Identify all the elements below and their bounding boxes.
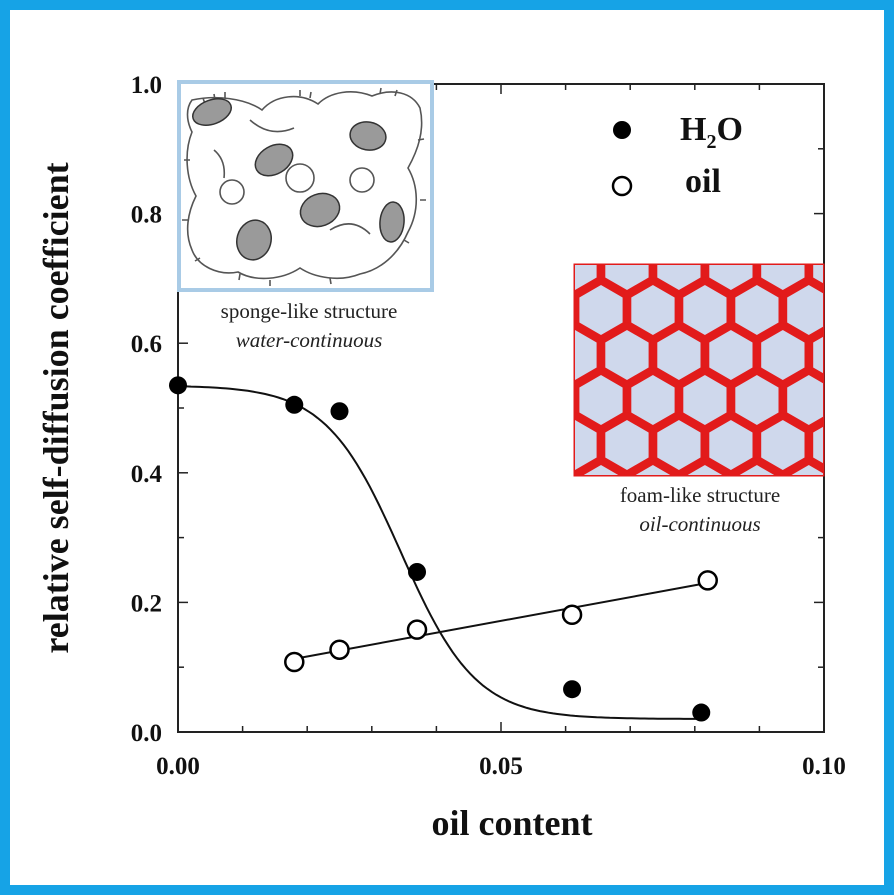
sponge-tubes: [192, 98, 405, 261]
oil-point: [697, 570, 718, 591]
y-tick-label: 0.2: [131, 590, 162, 617]
y-tick-label: 0.6: [131, 331, 162, 358]
y-tick-label: 0.0: [131, 720, 162, 747]
legend-h2o-o: O: [716, 111, 742, 148]
legend-marker-filled: [613, 121, 631, 139]
h2o-point: [285, 395, 304, 414]
foam-cell: [624, 457, 682, 475]
foam-cell: [836, 281, 886, 339]
fit-curves: [177, 385, 708, 720]
foam-cell: [498, 416, 548, 474]
x-axis-label: oil content: [432, 803, 593, 843]
x-tick-label: 0.00: [156, 753, 200, 780]
y-tick-label: 1.0: [131, 72, 162, 99]
foam-cell: [498, 326, 548, 384]
foam-cell: [732, 191, 782, 249]
foam-cell: [676, 457, 734, 475]
sponge-caption-line2: water-continuous: [236, 328, 383, 352]
oil-point: [329, 639, 350, 660]
foam-cell: [575, 457, 630, 475]
foam-structure-inset: [498, 191, 886, 519]
data-points: [169, 376, 718, 722]
foam-cell: [576, 191, 626, 249]
y-tick-label: 0.8: [131, 202, 162, 229]
foam-cells: [498, 191, 886, 519]
oil-point: [406, 619, 428, 640]
foam-cell: [780, 457, 823, 475]
h2o-point: [408, 562, 427, 581]
foam-cell: [836, 371, 886, 429]
h2o-point: [563, 680, 582, 699]
sponge-caption-line1: sponge-like structure: [221, 299, 398, 323]
ticks: 0.00 0.05 0.10 0.0 0.2 0.4 0.6 0.8 1.0: [131, 72, 846, 780]
y-tick-label: 0.4: [131, 461, 163, 488]
h2o-point: [692, 703, 711, 722]
legend-label-oil: oil: [685, 163, 721, 200]
legend-marker-open: [611, 175, 633, 197]
foam-cell: [836, 191, 886, 249]
legend-h2o-h: H: [680, 111, 706, 148]
foam-cell: [575, 291, 578, 329]
legend: H2O oil: [611, 111, 743, 200]
oil-point: [284, 651, 305, 673]
x-tick-label: 0.05: [479, 753, 523, 780]
oil-point: [561, 604, 583, 625]
sponge-drawing: [182, 87, 426, 286]
foam-cell: [836, 461, 886, 519]
foam-cell: [498, 236, 548, 294]
foam-cell: [575, 471, 578, 475]
h2o-point: [330, 402, 349, 421]
foam-cell: [628, 191, 678, 249]
foam-cell: [784, 191, 834, 249]
foam-cell: [575, 381, 578, 419]
foam-caption-line2: oil-continuous: [639, 512, 760, 536]
foam-cell: [524, 191, 574, 249]
x-tick-label: 0.10: [802, 753, 846, 780]
oil-fit-line: [294, 581, 708, 660]
sponge-structure-inset: [177, 80, 434, 292]
legend-h2o-subscript: 2: [706, 131, 716, 153]
y-axis-label: relative self-diffusion coefficient: [36, 162, 76, 653]
foam-cell: [728, 457, 786, 475]
legend-label-h2o: H2O: [680, 111, 743, 153]
h2o-point: [169, 376, 187, 395]
foam-caption-line1: foam-like structure: [620, 483, 780, 507]
